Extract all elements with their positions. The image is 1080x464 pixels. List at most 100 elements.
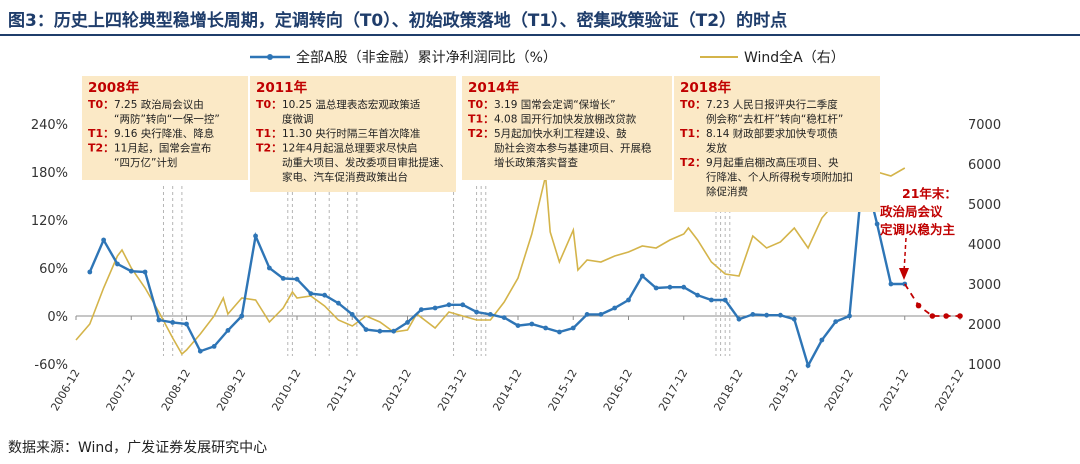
annotation-box xyxy=(82,76,248,180)
annotation-year: 2018年 xyxy=(680,79,732,96)
annotation-tag: T2： xyxy=(256,142,282,155)
annotation-line: 增长政策落实督查 xyxy=(494,156,578,169)
series-point-profit-yoy xyxy=(266,265,272,271)
series-point-profit-yoy xyxy=(363,327,369,332)
series-point-profit-yoy xyxy=(253,233,258,239)
callout-text: 政治局会议 xyxy=(880,204,943,219)
series-point-profit-yoy xyxy=(888,281,894,287)
annotation-tag: T1： xyxy=(680,127,706,140)
annotation-line: 3.19 国常会定调“保增长” xyxy=(494,98,616,111)
x-tick-label: 2011-12 xyxy=(325,367,359,413)
series-point-profit-yoy xyxy=(142,269,148,275)
x-tick-label: 2006-12 xyxy=(48,367,82,413)
series-point-profit-yoy xyxy=(778,312,783,318)
forecast-point xyxy=(929,313,936,319)
x-tick-label: 2009-12 xyxy=(214,367,248,413)
x-tick-label: 2010-12 xyxy=(269,367,303,413)
series-point-profit-yoy xyxy=(653,285,659,291)
annotation-tag: T0： xyxy=(468,98,494,111)
series-point-profit-yoy xyxy=(791,316,797,322)
x-tick-label: 2022-12 xyxy=(932,367,966,413)
series-point-profit-yoy xyxy=(377,328,383,334)
series-point-profit-yoy xyxy=(529,321,535,327)
series-point-profit-yoy xyxy=(170,320,176,325)
series-line-wind-all-a xyxy=(75,167,906,356)
series-point-profit-yoy xyxy=(294,276,300,282)
series-point-profit-yoy xyxy=(722,297,728,303)
annotation-line: 5月起加快水利工程建设、鼓 xyxy=(494,127,627,140)
forecast-line xyxy=(904,283,960,317)
y-right-tick-label: 2000 xyxy=(968,318,1001,333)
series-point-profit-yoy xyxy=(336,300,341,306)
series-point-profit-yoy xyxy=(819,337,825,343)
x-tick-label: 2015-12 xyxy=(546,367,580,413)
series-point-profit-yoy xyxy=(432,305,438,311)
series-point-profit-yoy xyxy=(391,328,397,334)
y-right-tick-label: 5000 xyxy=(968,198,1001,213)
series-point-profit-yoy xyxy=(584,312,590,317)
forecast-point xyxy=(943,313,949,319)
annotation-line: 家电、汽车促消费政策出台 xyxy=(282,171,408,184)
annotation-line: 9月起重启棚改高压项目、央 xyxy=(706,156,839,169)
y-right-tick-label: 6000 xyxy=(968,158,1001,173)
series-point-profit-yoy xyxy=(736,316,742,322)
series-point-profit-yoy xyxy=(708,297,714,303)
series-point-profit-yoy xyxy=(101,237,107,243)
annotation-line: 励社会资本参与基建项目、开展稳 xyxy=(494,142,652,155)
series-point-profit-yoy xyxy=(115,261,120,267)
x-tick-label: 2017-12 xyxy=(656,367,690,413)
annotation-line: “四万亿”计划 xyxy=(114,156,177,169)
series-point-profit-yoy xyxy=(612,305,618,311)
series-layer xyxy=(75,165,963,369)
y-left-tick-label: -60% xyxy=(34,358,68,373)
figure-title: 图3：历史上四轮典型稳增长周期，定调转向（T0）、初始政策落地（T1）、密集政策… xyxy=(8,11,788,31)
x-tick-label: 2007-12 xyxy=(104,367,138,413)
annotation-tag: T1： xyxy=(468,113,494,126)
series-point-profit-yoy xyxy=(667,284,673,290)
callout-arrow-head xyxy=(899,268,909,280)
annotation-line: 7.25 政治局会议由 xyxy=(114,98,204,111)
legend: 全部A股（非金融）累计净利润同比（%） Wind全A（右） xyxy=(250,49,845,66)
x-tick-label: 2018-12 xyxy=(711,367,745,413)
series-point-profit-yoy xyxy=(197,348,203,354)
series-point-profit-yoy xyxy=(156,317,162,323)
annotation-tag: T2： xyxy=(468,127,494,140)
x-tick-label: 2014-12 xyxy=(490,367,524,413)
annotation-tag: T1： xyxy=(88,127,114,140)
annotation-tag: T0： xyxy=(256,98,282,111)
annotation-line: 度微调 xyxy=(282,113,314,126)
series-point-profit-yoy xyxy=(487,312,493,317)
x-tick-label: 2013-12 xyxy=(435,367,469,413)
series-point-profit-yoy xyxy=(750,312,756,317)
annotation-box xyxy=(674,76,880,212)
series-point-profit-yoy xyxy=(349,312,355,317)
chart: -60% 0% 60% 120% 180% 240% 1000 2000 3000 4000 500… xyxy=(31,49,1001,413)
annotation-tag: T1： xyxy=(256,127,282,140)
y-left-tick-label: 240% xyxy=(31,118,68,133)
annotation-tag: T0： xyxy=(680,98,706,111)
series-point-profit-yoy xyxy=(87,269,93,275)
annotation-line: 动重大项目、发改委项目审批提速、 xyxy=(282,156,450,169)
annotation-tag: T2： xyxy=(680,156,706,169)
annotation-year: 2008年 xyxy=(88,79,140,96)
series-point-profit-yoy xyxy=(847,313,852,319)
y-right-tick-label: 7000 xyxy=(968,118,1001,133)
y-left-tick-label: 180% xyxy=(31,166,68,181)
y-right-tick-label: 1000 xyxy=(968,358,1001,373)
policy-date-lines xyxy=(162,186,731,356)
annotation-line: 除促消费 xyxy=(706,185,748,198)
legend-label-profit-yoy: 全部A股（非金融）累计净利润同比（%） xyxy=(296,49,557,66)
callout-arrow-line xyxy=(903,237,907,273)
y-left-tick-label: 120% xyxy=(31,214,68,229)
series-point-profit-yoy xyxy=(322,292,328,298)
annotation-tag: T0： xyxy=(88,98,114,111)
forecast-point xyxy=(915,302,922,309)
y-left-tick-label: 60% xyxy=(39,262,68,277)
series-point-profit-yoy xyxy=(239,313,245,319)
x-tick-label: 2016-12 xyxy=(601,367,635,413)
series-point-profit-yoy xyxy=(639,273,645,279)
data-source: 数据来源：Wind，广发证券发展研究中心 xyxy=(8,440,268,456)
series-point-profit-yoy xyxy=(626,297,631,303)
series-point-profit-yoy xyxy=(225,328,231,333)
y-left-tick-label: 0% xyxy=(47,310,68,325)
